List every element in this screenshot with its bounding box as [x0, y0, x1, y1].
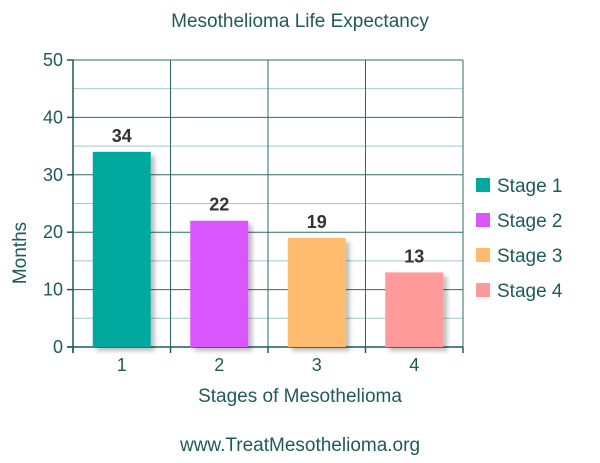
bar-value-label: 22 — [209, 195, 229, 215]
y-tick-label: 10 — [43, 280, 63, 300]
y-tick-label: 50 — [43, 50, 63, 70]
x-tick-label: 1 — [117, 355, 127, 375]
bar-value-label: 34 — [112, 126, 132, 146]
legend: Stage 1 Stage 2 Stage 3 Stage 4 — [476, 176, 563, 302]
bar — [92, 151, 151, 347]
footer-url: www.TreatMesothelioma.org — [179, 435, 420, 456]
y-axis-ticks: 0 10 20 30 40 50 — [43, 50, 63, 357]
y-tick-label: 30 — [43, 165, 63, 185]
legend-swatch — [476, 283, 490, 297]
bar-value-label: 13 — [404, 246, 424, 266]
x-tick-label: 3 — [312, 355, 322, 375]
y-tick-label: 40 — [43, 107, 63, 127]
bar — [385, 272, 444, 347]
bars — [92, 151, 444, 347]
bar — [190, 220, 249, 347]
x-axis-ticks: 1 2 3 4 — [117, 355, 420, 375]
y-axis-label: Months — [10, 222, 31, 284]
y-tick-label: 0 — [53, 337, 63, 357]
x-tick-label: 4 — [409, 355, 419, 375]
legend-label: Stage 1 — [497, 176, 563, 197]
legend-swatch — [476, 248, 490, 262]
bar-value-label: 19 — [307, 212, 327, 232]
legend-label: Stage 3 — [497, 246, 563, 267]
x-axis-label: Stages of Mesothelioma — [198, 386, 402, 407]
bar — [287, 237, 346, 347]
data-labels: 34 22 19 13 — [112, 126, 425, 267]
x-tick-label: 2 — [214, 355, 224, 375]
legend-swatch — [476, 213, 490, 227]
legend-label: Stage 4 — [497, 281, 563, 302]
legend-swatch — [476, 178, 490, 192]
y-tick-label: 20 — [43, 222, 63, 242]
chart-title: Mesothelioma Life Expectancy — [171, 11, 429, 32]
legend-label: Stage 2 — [497, 211, 563, 232]
